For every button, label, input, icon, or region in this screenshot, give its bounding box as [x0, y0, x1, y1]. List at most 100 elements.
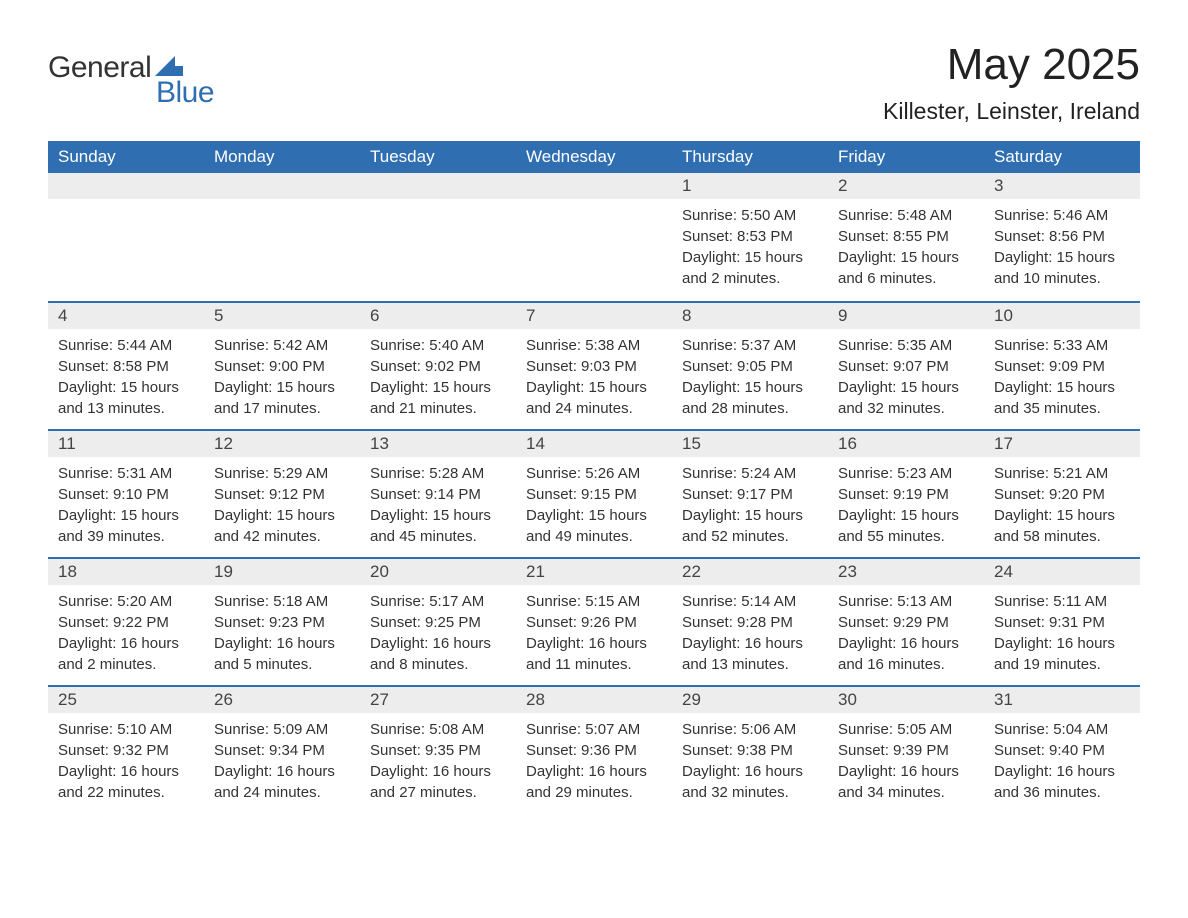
- day-number: 2: [828, 173, 984, 199]
- logo-general: General: [48, 51, 151, 85]
- sunrise-label: Sunrise:: [58, 593, 117, 610]
- sunrise-label: Sunrise:: [370, 593, 429, 610]
- daylight-line: Daylight: 15 hours and 45 minutes.: [370, 505, 506, 547]
- sunrise-value: 5:10 AM: [117, 721, 172, 738]
- sunset-value: 9:36 PM: [581, 742, 637, 759]
- week-row: 11Sunrise: 5:31 AMSunset: 9:10 PMDayligh…: [48, 429, 1140, 557]
- day-cell: 3Sunrise: 5:46 AMSunset: 8:56 PMDaylight…: [984, 173, 1140, 301]
- daylight-line: Daylight: 16 hours and 27 minutes.: [370, 761, 506, 803]
- day-cell: [516, 173, 672, 301]
- sunrise-line: Sunrise: 5:38 AM: [526, 335, 662, 356]
- day-body: Sunrise: 5:31 AMSunset: 9:10 PMDaylight:…: [48, 457, 204, 551]
- sunset-value: 9:23 PM: [269, 614, 325, 631]
- daylight-label: Daylight:: [682, 507, 745, 524]
- day-body: Sunrise: 5:05 AMSunset: 9:39 PMDaylight:…: [828, 713, 984, 807]
- sunset-line: Sunset: 9:40 PM: [994, 740, 1130, 761]
- daylight-label: Daylight:: [526, 763, 589, 780]
- sunset-line: Sunset: 9:17 PM: [682, 484, 818, 505]
- daylight-line: Daylight: 15 hours and 17 minutes.: [214, 377, 350, 419]
- day-cell: [204, 173, 360, 301]
- sunrise-label: Sunrise:: [214, 337, 273, 354]
- sunset-line: Sunset: 9:15 PM: [526, 484, 662, 505]
- day-cell: 23Sunrise: 5:13 AMSunset: 9:29 PMDayligh…: [828, 557, 984, 685]
- sunset-value: 9:05 PM: [737, 358, 793, 375]
- sunset-line: Sunset: 9:02 PM: [370, 356, 506, 377]
- day-number: 29: [672, 685, 828, 713]
- daylight-line: Daylight: 16 hours and 36 minutes.: [994, 761, 1130, 803]
- sunrise-line: Sunrise: 5:10 AM: [58, 719, 194, 740]
- day-body: Sunrise: 5:17 AMSunset: 9:25 PMDaylight:…: [360, 585, 516, 679]
- daylight-label: Daylight:: [682, 249, 745, 266]
- column-header: Sunday: [48, 141, 204, 173]
- sunrise-line: Sunrise: 5:09 AM: [214, 719, 350, 740]
- day-body: Sunrise: 5:35 AMSunset: 9:07 PMDaylight:…: [828, 329, 984, 423]
- daylight-line: Daylight: 15 hours and 28 minutes.: [682, 377, 818, 419]
- sunrise-line: Sunrise: 5:13 AM: [838, 591, 974, 612]
- sunset-line: Sunset: 9:05 PM: [682, 356, 818, 377]
- week-row: 1Sunrise: 5:50 AMSunset: 8:53 PMDaylight…: [48, 173, 1140, 301]
- sunset-label: Sunset:: [838, 228, 893, 245]
- sunrise-label: Sunrise:: [682, 207, 741, 224]
- sunset-label: Sunset:: [682, 742, 737, 759]
- day-cell: 2Sunrise: 5:48 AMSunset: 8:55 PMDaylight…: [828, 173, 984, 301]
- day-cell: 27Sunrise: 5:08 AMSunset: 9:35 PMDayligh…: [360, 685, 516, 813]
- day-number-blank: [204, 173, 360, 199]
- daylight-label: Daylight:: [838, 379, 901, 396]
- day-cell: 20Sunrise: 5:17 AMSunset: 9:25 PMDayligh…: [360, 557, 516, 685]
- daylight-label: Daylight:: [838, 763, 901, 780]
- sunset-label: Sunset:: [370, 358, 425, 375]
- day-body: Sunrise: 5:24 AMSunset: 9:17 PMDaylight:…: [672, 457, 828, 551]
- sunset-label: Sunset:: [214, 486, 269, 503]
- sunset-label: Sunset:: [370, 614, 425, 631]
- sunset-value: 9:40 PM: [1049, 742, 1105, 759]
- daylight-label: Daylight:: [214, 763, 277, 780]
- day-cell: 25Sunrise: 5:10 AMSunset: 9:32 PMDayligh…: [48, 685, 204, 813]
- day-cell: 16Sunrise: 5:23 AMSunset: 9:19 PMDayligh…: [828, 429, 984, 557]
- sunrise-value: 5:38 AM: [585, 337, 640, 354]
- sunset-value: 9:39 PM: [893, 742, 949, 759]
- day-number: 26: [204, 685, 360, 713]
- sunrise-label: Sunrise:: [682, 721, 741, 738]
- daylight-line: Daylight: 16 hours and 22 minutes.: [58, 761, 194, 803]
- day-body: Sunrise: 5:42 AMSunset: 9:00 PMDaylight:…: [204, 329, 360, 423]
- day-cell: 4Sunrise: 5:44 AMSunset: 8:58 PMDaylight…: [48, 301, 204, 429]
- daylight-line: Daylight: 16 hours and 34 minutes.: [838, 761, 974, 803]
- title-location: Killester, Leinster, Ireland: [883, 98, 1140, 125]
- day-cell: 9Sunrise: 5:35 AMSunset: 9:07 PMDaylight…: [828, 301, 984, 429]
- sunrise-line: Sunrise: 5:37 AM: [682, 335, 818, 356]
- sunset-line: Sunset: 8:55 PM: [838, 226, 974, 247]
- daylight-line: Daylight: 15 hours and 24 minutes.: [526, 377, 662, 419]
- day-number: 23: [828, 557, 984, 585]
- daylight-line: Daylight: 15 hours and 55 minutes.: [838, 505, 974, 547]
- day-number: 3: [984, 173, 1140, 199]
- sunrise-value: 5:09 AM: [273, 721, 328, 738]
- sunrise-value: 5:40 AM: [429, 337, 484, 354]
- sunset-line: Sunset: 9:09 PM: [994, 356, 1130, 377]
- day-body: Sunrise: 5:38 AMSunset: 9:03 PMDaylight:…: [516, 329, 672, 423]
- sunset-line: Sunset: 8:53 PM: [682, 226, 818, 247]
- day-cell: 19Sunrise: 5:18 AMSunset: 9:23 PMDayligh…: [204, 557, 360, 685]
- day-cell: 5Sunrise: 5:42 AMSunset: 9:00 PMDaylight…: [204, 301, 360, 429]
- day-number: 13: [360, 429, 516, 457]
- daylight-line: Daylight: 15 hours and 13 minutes.: [58, 377, 194, 419]
- sunrise-value: 5:07 AM: [585, 721, 640, 738]
- sunset-line: Sunset: 9:28 PM: [682, 612, 818, 633]
- day-body: Sunrise: 5:13 AMSunset: 9:29 PMDaylight:…: [828, 585, 984, 679]
- sunset-label: Sunset:: [370, 742, 425, 759]
- sunrise-value: 5:17 AM: [429, 593, 484, 610]
- sunrise-value: 5:35 AM: [897, 337, 952, 354]
- sunset-line: Sunset: 9:26 PM: [526, 612, 662, 633]
- sunset-label: Sunset:: [994, 742, 1049, 759]
- day-body: Sunrise: 5:06 AMSunset: 9:38 PMDaylight:…: [672, 713, 828, 807]
- column-header: Saturday: [984, 141, 1140, 173]
- day-body: Sunrise: 5:18 AMSunset: 9:23 PMDaylight:…: [204, 585, 360, 679]
- title-month: May 2025: [883, 40, 1140, 90]
- sunset-label: Sunset:: [370, 486, 425, 503]
- sunrise-value: 5:18 AM: [273, 593, 328, 610]
- sunrise-label: Sunrise:: [370, 465, 429, 482]
- sunrise-line: Sunrise: 5:06 AM: [682, 719, 818, 740]
- day-body: Sunrise: 5:07 AMSunset: 9:36 PMDaylight:…: [516, 713, 672, 807]
- day-body: Sunrise: 5:15 AMSunset: 9:26 PMDaylight:…: [516, 585, 672, 679]
- sunrise-value: 5:48 AM: [897, 207, 952, 224]
- daylight-line: Daylight: 15 hours and 2 minutes.: [682, 247, 818, 289]
